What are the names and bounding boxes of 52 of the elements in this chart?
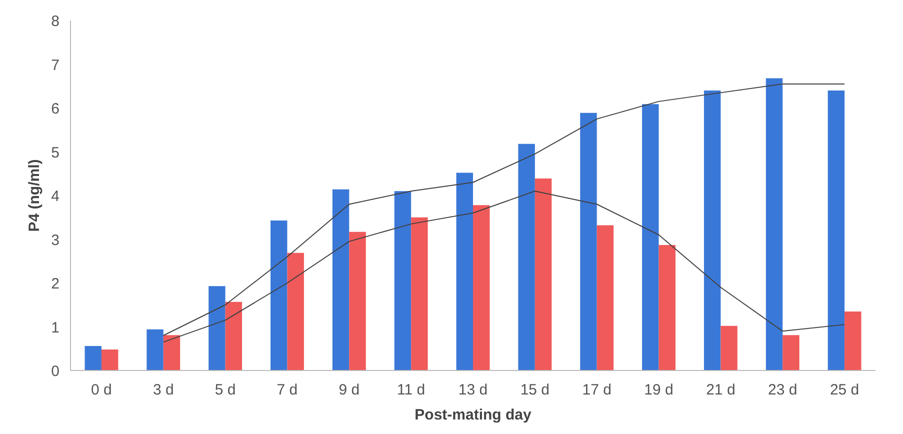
x-tick-label: 3 d [152, 382, 174, 398]
x-tick-label: 17 d [582, 382, 612, 398]
bar [704, 90, 721, 370]
x-tick-label: 11 d [397, 382, 426, 398]
x-axis-title: Post-mating day [414, 406, 532, 424]
x-tick-label: 7 d [276, 382, 298, 398]
y-tick-label: 5 [51, 144, 60, 162]
bar [658, 244, 676, 370]
y-tick-label: 4 [51, 188, 60, 205]
x-tick-label: 19 d [644, 382, 674, 398]
bar [163, 335, 180, 370]
bar [84, 346, 102, 370]
x-tick-label: 13 d [458, 382, 488, 398]
y-tick-label: 2 [51, 276, 60, 292]
bar [642, 104, 659, 370]
y-tick-label: 6 [51, 100, 60, 118]
bar [766, 78, 783, 370]
bar [101, 350, 118, 370]
y-tick-label: 0 [51, 363, 60, 380]
x-tick-label: 0 d [91, 382, 112, 398]
bar [270, 220, 288, 370]
bar [534, 178, 552, 370]
y-tick-label: 1 [51, 319, 60, 336]
y-tick-label: 3 [51, 232, 60, 249]
x-tick-label: 5 d [214, 382, 236, 398]
x-tick-label: 23 d [768, 382, 798, 398]
bar [394, 191, 412, 370]
bar [828, 90, 845, 370]
bar [580, 112, 597, 370]
bar [782, 335, 800, 370]
bar [518, 144, 535, 370]
x-tick-label: 25 d [830, 382, 860, 398]
bar [349, 232, 366, 370]
bar [146, 329, 164, 370]
bar [720, 326, 738, 370]
y-tick-label: 7 [51, 56, 60, 74]
bar [225, 302, 242, 370]
line-series [162, 83, 846, 336]
bar [287, 252, 304, 370]
x-tick-label: 15 d [520, 382, 550, 398]
bar [332, 189, 350, 370]
bar [844, 311, 862, 370]
x-tick-label: 21 d [706, 382, 736, 398]
bar [411, 217, 428, 370]
bar [473, 205, 490, 370]
bar [596, 225, 614, 370]
bar [208, 286, 226, 370]
y-axis-title: P4 (ng/ml) [26, 159, 44, 232]
line-series [162, 190, 846, 343]
y-tick-label: 8 [51, 13, 60, 30]
x-tick-label: 9 d [338, 382, 360, 398]
bar [456, 172, 473, 370]
